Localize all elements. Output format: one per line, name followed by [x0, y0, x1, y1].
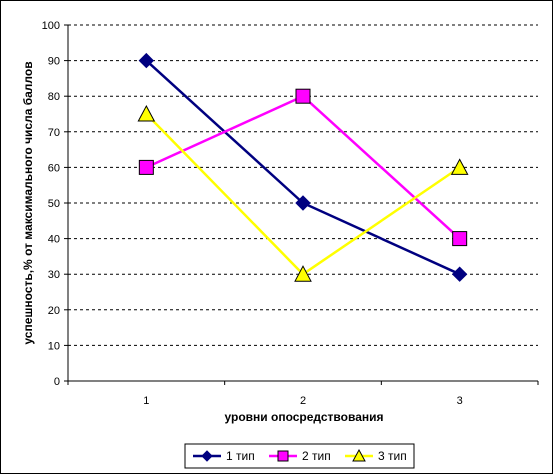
gridlines: [68, 24, 538, 346]
legend-label: 3 тип: [378, 449, 407, 463]
x-axis-title: уровни опосредствования: [224, 410, 383, 424]
series-line: [145, 113, 461, 276]
legend-items: 1 тип 2 тип 3 тип: [193, 448, 407, 463]
y-tick-label: 60: [48, 162, 60, 174]
series-3: [137, 104, 469, 282]
series-2: [138, 88, 468, 247]
data-point-triangle: [352, 448, 366, 462]
data-point-square: [277, 450, 289, 462]
y-tick-label: 50: [48, 198, 60, 210]
data-point-diamond: [451, 266, 468, 282]
legend-box: [184, 443, 415, 469]
x-tick-label: 3: [457, 395, 463, 407]
data-point-diamond: [201, 450, 213, 462]
x-tick-label: 2: [300, 395, 306, 407]
y-tick-label: 90: [48, 56, 60, 68]
y-tick-label: 70: [48, 127, 60, 139]
data-point-square: [295, 88, 311, 104]
legend: 1 тип 2 тип 3 тип: [184, 443, 415, 469]
y-tick-label: 20: [48, 305, 60, 317]
y-tick-label: 40: [48, 234, 60, 246]
data-point-triangle: [137, 104, 156, 122]
y-tick-label: 80: [48, 91, 60, 103]
y-axis-title: успешность,% от максимального числа балл…: [21, 61, 35, 344]
x-tick-labels: 1 2 3: [143, 395, 462, 407]
x-tick-label: 1: [143, 395, 149, 407]
y-tick-label: 30: [48, 269, 60, 281]
data-point-triangle: [294, 265, 312, 282]
series-1: [138, 52, 468, 282]
y-tick-label: 10: [48, 340, 60, 352]
data-point-square: [452, 231, 468, 247]
y-tick-label: 0: [54, 376, 60, 388]
data-point-triangle: [450, 158, 469, 175]
series-lines: [137, 52, 469, 282]
legend-label: 2 тип: [302, 449, 331, 463]
legend-item-1: 1 тип: [193, 449, 255, 463]
legend-label: 1 тип: [226, 449, 255, 463]
legend-item-3: 3 тип: [345, 448, 407, 463]
y-tick-label: 100: [42, 20, 60, 32]
data-point-diamond: [138, 52, 155, 69]
data-point-square: [138, 159, 154, 175]
data-point-diamond: [295, 195, 311, 211]
axes: [64, 24, 539, 385]
y-tick-labels: 0 10 20 30 40 50 60 70 80 90 100: [42, 20, 60, 388]
legend-item-2: 2 тип: [269, 449, 331, 463]
